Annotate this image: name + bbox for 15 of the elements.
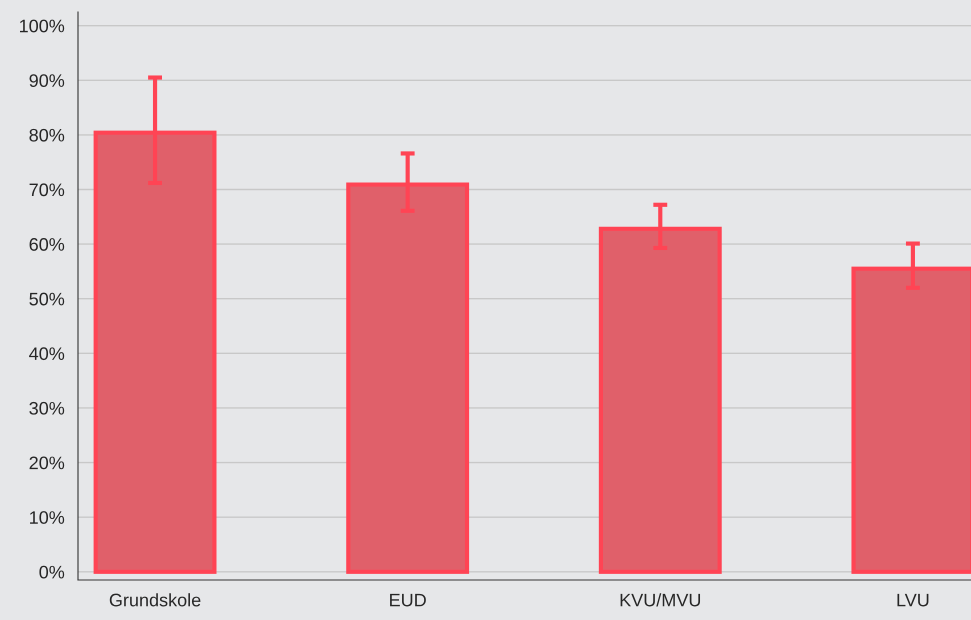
x-tick-label: KVU/MVU <box>620 593 700 606</box>
x-tick-label: EUD <box>390 594 426 606</box>
y-tick-label: 100% <box>20 20 64 32</box>
y-tick-label: 0% <box>39 566 64 579</box>
y-tick-label: 10% <box>30 511 64 524</box>
y-tick-label: 80% <box>29 128 64 142</box>
y-tick-label: 40% <box>29 347 64 360</box>
y-tick-label: 20% <box>30 456 64 470</box>
y-tick-label: 30% <box>29 402 64 415</box>
x-tick-label: LVU <box>897 594 928 606</box>
y-tick-label: 90% <box>30 74 64 87</box>
y-tick-label: 50% <box>29 292 64 306</box>
x-tick-label: Grundskole <box>110 593 200 606</box>
y-tick-label: 70% <box>30 183 64 196</box>
y-tick-label: 60% <box>30 238 64 251</box>
